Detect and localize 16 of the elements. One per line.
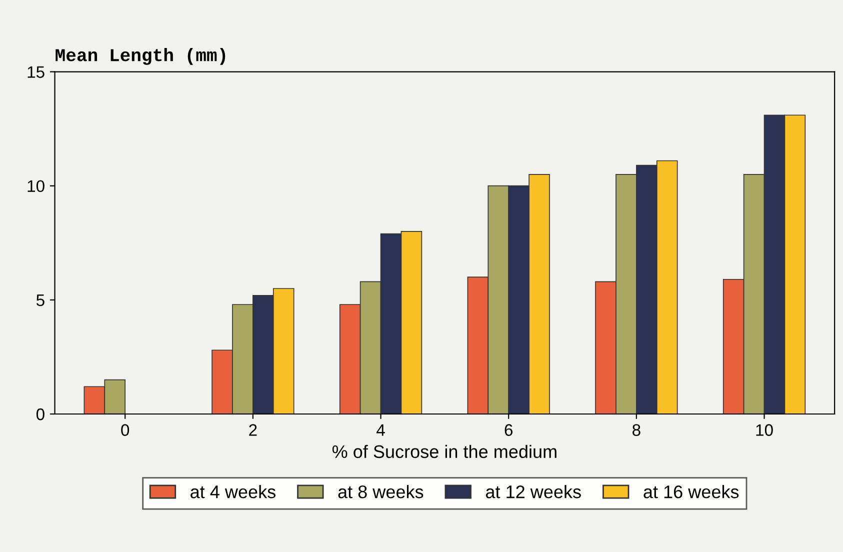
x-tick-label: 0	[121, 424, 130, 436]
y-tick-label: 10	[28, 180, 44, 192]
legend-label: at 4 weeks	[190, 485, 276, 498]
legend-label: at 12 weeks	[486, 485, 581, 498]
x-axis-title: % of Sucrose in the medium	[332, 444, 556, 458]
y-tick-label: 15	[28, 66, 44, 78]
y-tick-label: 0	[36, 408, 44, 420]
x-tick-label: 10	[756, 424, 773, 436]
x-tick-label: 6	[504, 424, 512, 436]
x-tick-label: 4	[376, 424, 385, 436]
x-tick-label: 8	[632, 424, 640, 436]
y-tick-label: 5	[36, 294, 44, 306]
y-axis-title: Mean Length (mm)	[56, 48, 226, 65]
legend-label: at 16 weeks	[644, 485, 739, 498]
legend-label: at 8 weeks	[338, 485, 424, 498]
x-tick-label: 2	[249, 424, 257, 436]
